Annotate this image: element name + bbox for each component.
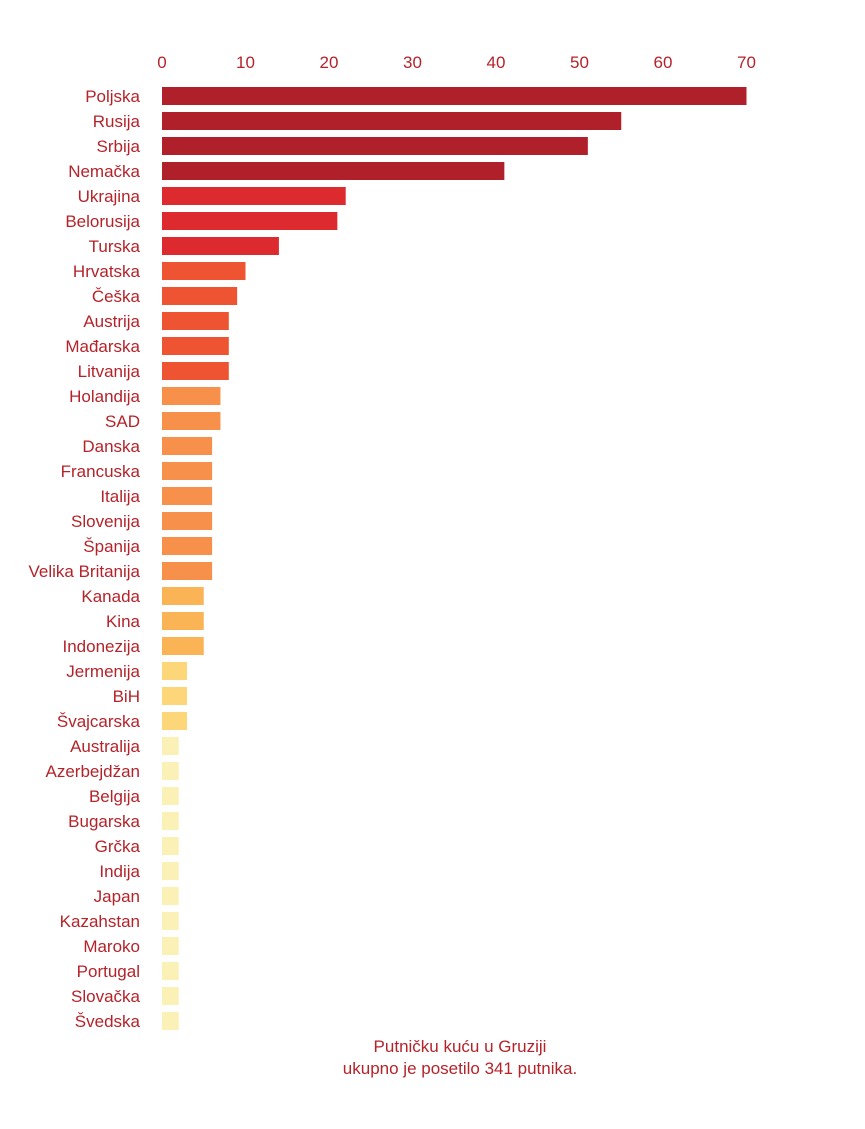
bar xyxy=(162,612,204,630)
bar xyxy=(162,412,221,430)
bar xyxy=(162,812,179,830)
category-label: Poljska xyxy=(85,87,140,106)
category-labels: Poljska Rusija Srbija Nemačka Ukrajina Beloru… xyxy=(28,87,140,1031)
bar xyxy=(162,437,213,455)
category-label: Hrvatska xyxy=(73,262,141,281)
bar xyxy=(162,137,588,155)
bar xyxy=(162,662,188,680)
category-label: Danska xyxy=(82,437,140,456)
category-label: Litvanija xyxy=(78,362,141,381)
x-tick-label: 10 xyxy=(236,53,255,72)
x-tick-label: 20 xyxy=(320,53,339,72)
bar xyxy=(162,962,179,980)
category-label: Bugarska xyxy=(68,812,140,831)
bar xyxy=(162,537,213,555)
bar xyxy=(162,187,346,205)
bar xyxy=(162,312,229,330)
bar xyxy=(162,262,246,280)
x-tick-label: 50 xyxy=(570,53,589,72)
x-tick-label: 70 xyxy=(737,53,756,72)
category-label: Italija xyxy=(100,487,140,506)
category-label: Austrija xyxy=(83,312,140,331)
category-label: Grčka xyxy=(95,837,141,856)
category-label: Belgija xyxy=(89,787,141,806)
bar xyxy=(162,712,188,730)
caption-line-2: ukupno je posetilo 341 putnika. xyxy=(342,1059,578,1078)
x-axis-ticks: 0 10 20 30 40 50 60 70 xyxy=(157,53,756,72)
category-label: Holandija xyxy=(69,387,140,406)
category-label: Kanada xyxy=(81,587,140,606)
x-tick-label: 30 xyxy=(403,53,422,72)
bar xyxy=(162,587,204,605)
category-label: Rusija xyxy=(93,112,141,131)
category-label: Češka xyxy=(92,287,141,306)
category-label: Slovenija xyxy=(71,512,141,531)
category-label: Švedska xyxy=(75,1012,141,1031)
category-label: Azerbejdžan xyxy=(45,762,140,781)
chart-caption: Putničku kuću u Gruziji ukupno je poseti… xyxy=(250,1036,670,1080)
category-label: Indonezija xyxy=(62,637,140,656)
category-label: Mađarska xyxy=(65,337,140,356)
category-label: Japan xyxy=(94,887,140,906)
bar xyxy=(162,287,238,305)
bar xyxy=(162,237,279,255)
category-label: Španija xyxy=(83,537,140,556)
bars xyxy=(162,87,747,1030)
x-tick-label: 60 xyxy=(654,53,673,72)
bar xyxy=(162,887,179,905)
bar xyxy=(162,637,204,655)
bar xyxy=(162,487,213,505)
category-label: Belorusija xyxy=(65,212,140,231)
bar xyxy=(162,362,229,380)
category-label: Jermenija xyxy=(66,662,140,681)
category-label: BiH xyxy=(113,687,140,706)
category-label: Velika Britanija xyxy=(28,562,140,581)
bar xyxy=(162,937,179,955)
bar xyxy=(162,687,188,705)
category-label: Nemačka xyxy=(68,162,140,181)
category-label: Francuska xyxy=(61,462,141,481)
category-label: Australija xyxy=(70,737,140,756)
category-label: Srbija xyxy=(97,137,141,156)
caption-line-1: Putničku kuću u Gruziji xyxy=(373,1037,547,1056)
x-tick-label: 40 xyxy=(487,53,506,72)
category-label: Maroko xyxy=(83,937,140,956)
category-label: Kina xyxy=(106,612,141,631)
bar xyxy=(162,112,622,130)
bar xyxy=(162,862,179,880)
bar xyxy=(162,462,213,480)
bar xyxy=(162,512,213,530)
bar xyxy=(162,87,747,105)
category-label: Kazahstan xyxy=(60,912,140,931)
bar xyxy=(162,337,229,355)
category-label: Ukrajina xyxy=(78,187,141,206)
bar xyxy=(162,787,179,805)
bar xyxy=(162,837,179,855)
category-label: Slovačka xyxy=(71,987,141,1006)
category-label: SAD xyxy=(105,412,140,431)
bar xyxy=(162,912,179,930)
bar xyxy=(162,162,505,180)
category-label: Turska xyxy=(89,237,141,256)
bar xyxy=(162,212,338,230)
bar xyxy=(162,737,179,755)
bar xyxy=(162,762,179,780)
bar xyxy=(162,387,221,405)
category-label: Švajcarska xyxy=(57,712,141,731)
category-label: Portugal xyxy=(77,962,140,981)
bar xyxy=(162,562,213,580)
bar xyxy=(162,1012,179,1030)
bar xyxy=(162,987,179,1005)
category-label: Indija xyxy=(99,862,140,881)
x-tick-label: 0 xyxy=(157,53,166,72)
